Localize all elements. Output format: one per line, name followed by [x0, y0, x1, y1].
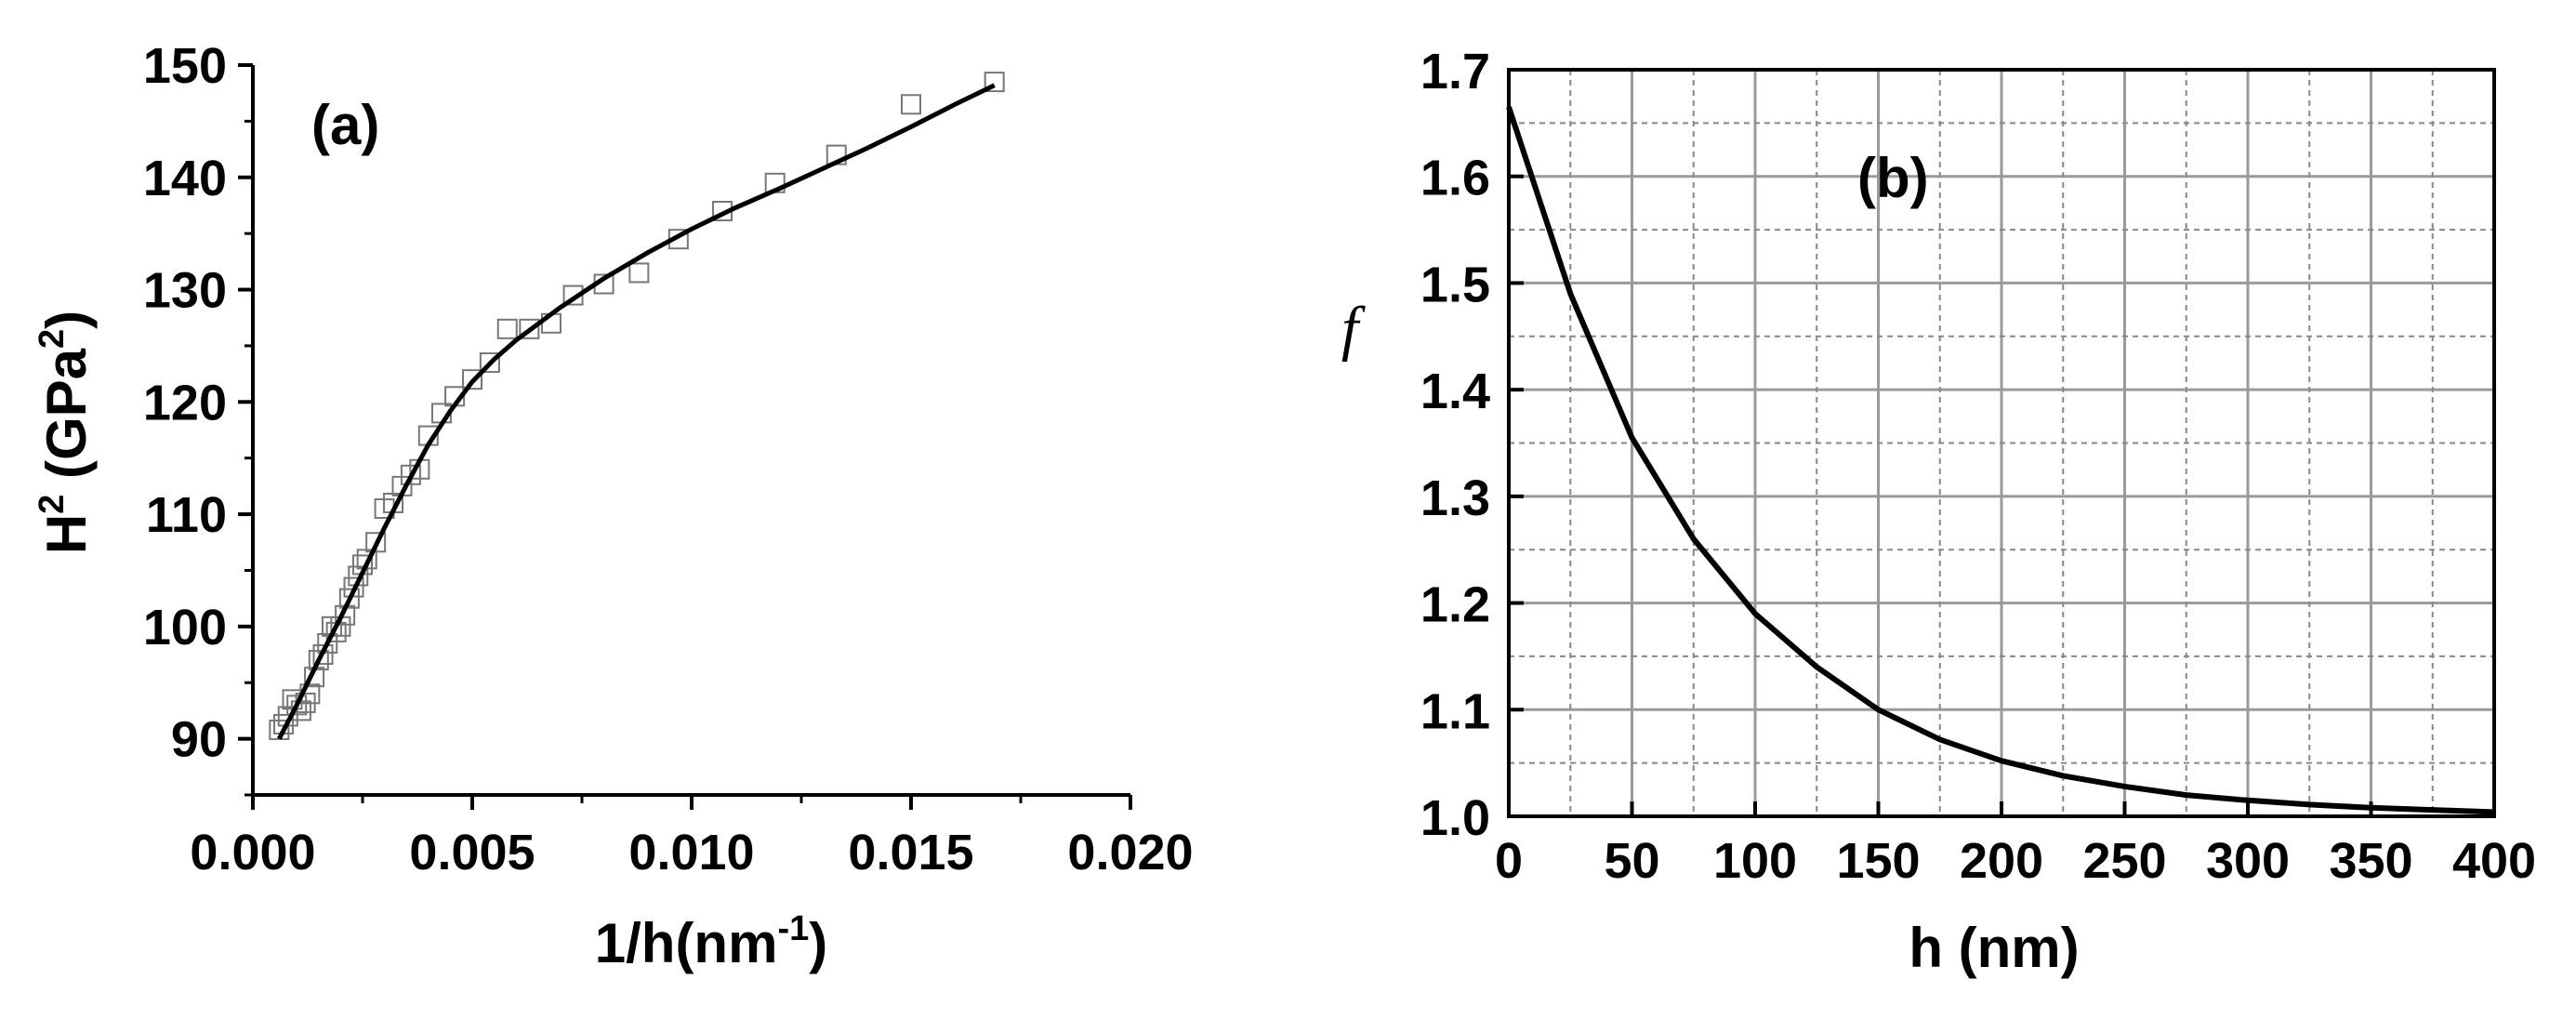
panel-a-y-axis-title: H2 (GPa2): [33, 311, 98, 554]
panel-a-tick-labels: 90 100 110 120 130 140 150 0.000 0.005 0.010 0.015…: [143, 38, 1194, 880]
panel-a-y-tick-label: 90: [171, 712, 227, 768]
panel-b-y-tick-label: 1.1: [1420, 683, 1490, 739]
panel-b-y-tick-label: 1.6: [1420, 151, 1490, 206]
panel-b-x-tick-label: 350: [2329, 833, 2412, 889]
panel-a-data-point: [479, 352, 500, 374]
panel-a-x-tick-label: 0.005: [409, 825, 535, 880]
panel-b-x-tick-label: 300: [2206, 833, 2290, 889]
panel-b-tick-labels: 1.0 1.1 1.2 1.3 1.4 1.5 1.6 1.7 0 50 100 150 200 250 3…: [1420, 44, 2536, 889]
panel-b-y-tick-label: 1.3: [1420, 470, 1490, 526]
panel-a-data-point: [519, 318, 540, 339]
panel-b-x-axis-title: h (nm): [1909, 917, 2079, 979]
panel-b-curve: [1506, 106, 2495, 815]
panel-b-y-tick-label: 1.7: [1420, 44, 1490, 99]
panel-b-x-tick-label: 100: [1713, 833, 1797, 889]
panel-a-data-point: [628, 262, 650, 284]
panel-a-data-point: [365, 532, 387, 553]
panel-a-data-point: [984, 72, 1005, 93]
panel-b-label: (b): [1857, 147, 1929, 209]
panel-a-y-tick-label: 130: [143, 263, 227, 319]
panel-b-x-tick-label: 250: [2082, 833, 2166, 889]
panel-b-y-axis-title: f: [1341, 295, 1366, 363]
panel-a-chart: 90 100 110 120 130 140 150 0.000 0.005 0.010 0.015…: [33, 38, 1194, 974]
panel-a-y-tick-label: 150: [143, 38, 227, 94]
panel-a-x-tick-label: 0.000: [190, 825, 315, 880]
panel-b-y-tick-label: 1.4: [1420, 364, 1490, 419]
panel-a-y-tick-label: 110: [146, 487, 227, 543]
panel-a-y-tick-label: 120: [143, 375, 227, 430]
panel-b-chart: 1.0 1.1 1.2 1.3 1.4 1.5 1.6 1.7 0 50 100 150 200 250 3…: [1341, 44, 2536, 979]
panel-b-y-tick-label: 1.0: [1420, 790, 1490, 846]
panel-a-y-tick-label: 140: [143, 151, 227, 206]
panel-a-x-tick-label: 0.015: [848, 825, 973, 880]
panel-a-label: (a): [311, 94, 379, 156]
panel-b-x-tick-label: 200: [1960, 833, 2043, 889]
panel-a-y-tick-label: 100: [143, 600, 227, 655]
panel-b-x-tick-label: 50: [1604, 833, 1659, 889]
panel-a-fit-curve: [277, 83, 996, 740]
panel-a-x-axis-title: 1/h(nm-1): [595, 909, 827, 974]
panel-a-data-point: [343, 576, 364, 598]
panel-a-x-tick-label: 0.020: [1067, 825, 1193, 880]
panel-a-data-point: [462, 369, 482, 390]
panel-a-x-tick-label: 0.010: [628, 825, 754, 880]
panel-b-y-tick-label: 1.2: [1420, 577, 1490, 633]
panel-a-data-points: [269, 72, 1005, 740]
panel-b-x-tick-label: 150: [1836, 833, 1920, 889]
panel-a-data-point: [312, 644, 334, 666]
panel-a-data-point: [496, 318, 518, 339]
panel-b-grid: [1507, 68, 2496, 818]
panel-b-axes: [1507, 68, 2496, 818]
panel-b-x-tick-label: 400: [2452, 833, 2536, 889]
panel-a-axes: [238, 63, 1132, 810]
panel-a-data-point: [338, 588, 360, 609]
panel-b-x-tick-label: 0: [1495, 833, 1523, 889]
panel-a-data-point: [901, 94, 921, 115]
panel-b-y-tick-label: 1.5: [1420, 257, 1490, 312]
